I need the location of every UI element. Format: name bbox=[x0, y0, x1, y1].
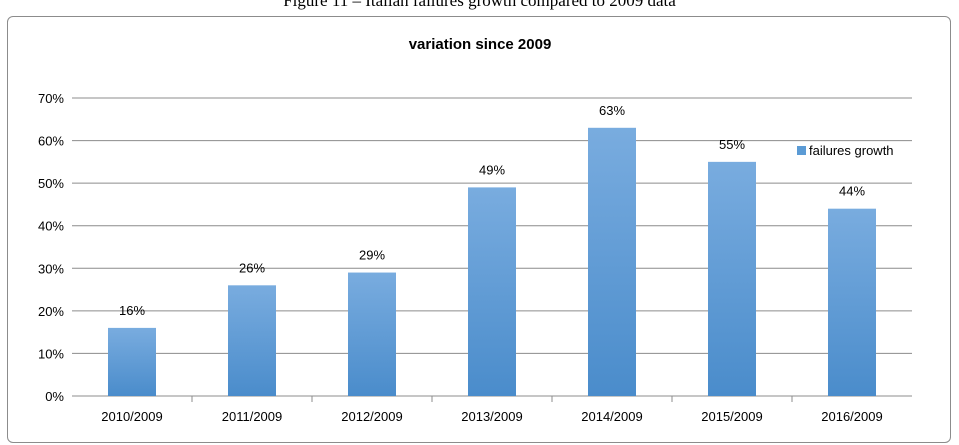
data-label: 29% bbox=[359, 248, 385, 263]
x-axis-ticks: 2010/2009 2011/2009 2012/2009 2013/2009 2014… bbox=[101, 396, 883, 424]
y-tick-label: 40% bbox=[38, 219, 64, 234]
y-axis-ticks: 0% 10% 20% 30% 40% 50% 60% 70% bbox=[38, 91, 64, 404]
y-tick-label: 10% bbox=[38, 346, 64, 361]
x-tick-label: 2014/2009 bbox=[581, 409, 642, 424]
y-tick-label: 50% bbox=[38, 176, 64, 191]
y-tick-label: 70% bbox=[38, 91, 64, 106]
x-tick-label: 2015/2009 bbox=[701, 409, 762, 424]
chart-title: variation since 2009 bbox=[409, 36, 552, 53]
bar bbox=[348, 272, 396, 396]
data-label: 63% bbox=[599, 103, 625, 118]
data-labels: 16% 26% 29% 49% 63% 55% 44% bbox=[119, 103, 865, 318]
x-tick-label: 2016/2009 bbox=[821, 409, 882, 424]
data-label: 44% bbox=[839, 184, 865, 199]
bars bbox=[108, 127, 876, 397]
bar bbox=[588, 127, 636, 397]
figure-caption: Figure 11 – Italian failures growth comp… bbox=[283, 0, 676, 10]
bar bbox=[228, 285, 276, 396]
x-tick-label: 2010/2009 bbox=[101, 409, 162, 424]
bar bbox=[468, 187, 516, 396]
data-label: 26% bbox=[239, 260, 265, 275]
y-tick-label: 0% bbox=[45, 389, 64, 404]
x-tick-label: 2011/2009 bbox=[222, 409, 283, 424]
y-tick-label: 30% bbox=[38, 261, 64, 276]
legend: failures growth bbox=[797, 143, 894, 158]
legend-swatch-failures-growth bbox=[797, 146, 806, 155]
bar bbox=[108, 327, 156, 396]
y-tick-label: 20% bbox=[38, 304, 64, 319]
x-tick-label: 2012/2009 bbox=[341, 409, 402, 424]
x-tick-label: 2013/2009 bbox=[461, 409, 522, 424]
bar bbox=[708, 161, 756, 396]
data-label: 55% bbox=[719, 137, 745, 152]
bar bbox=[828, 208, 876, 396]
data-label: 16% bbox=[119, 303, 145, 318]
data-label: 49% bbox=[479, 162, 505, 177]
y-tick-label: 60% bbox=[38, 134, 64, 149]
legend-label-failures-growth: failures growth bbox=[809, 143, 894, 158]
